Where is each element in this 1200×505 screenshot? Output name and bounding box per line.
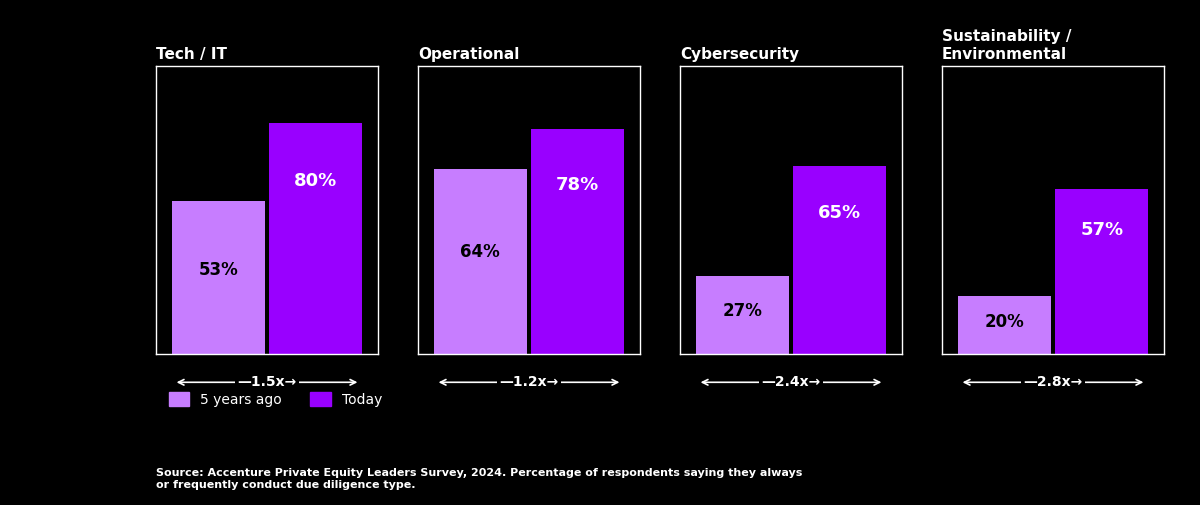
Text: 64%: 64% bbox=[461, 243, 500, 261]
Bar bbox=[269, 123, 362, 354]
Bar bbox=[1055, 189, 1148, 354]
Text: Cybersecurity: Cybersecurity bbox=[680, 46, 799, 62]
Text: Sustainability /
Environmental: Sustainability / Environmental bbox=[942, 29, 1072, 62]
Bar bbox=[433, 169, 527, 354]
Text: 27%: 27% bbox=[722, 302, 762, 320]
Text: Operational: Operational bbox=[418, 46, 520, 62]
Text: —1.2x→: —1.2x→ bbox=[499, 375, 559, 389]
Bar bbox=[793, 167, 887, 354]
Bar bbox=[172, 201, 265, 354]
Bar bbox=[532, 129, 624, 354]
Text: 57%: 57% bbox=[1080, 222, 1123, 239]
Text: 80%: 80% bbox=[294, 172, 337, 190]
Text: Tech / IT: Tech / IT bbox=[156, 46, 227, 62]
Text: 20%: 20% bbox=[984, 313, 1024, 331]
Text: —2.4x→: —2.4x→ bbox=[761, 375, 821, 389]
Text: Source: Accenture Private Equity Leaders Survey, 2024. Percentage of respondents: Source: Accenture Private Equity Leaders… bbox=[156, 468, 803, 490]
Text: 53%: 53% bbox=[198, 261, 238, 279]
Legend: 5 years ago, Today: 5 years ago, Today bbox=[163, 386, 388, 412]
Text: 78%: 78% bbox=[557, 176, 600, 194]
Text: —2.8x→: —2.8x→ bbox=[1024, 375, 1082, 389]
Bar bbox=[958, 296, 1051, 354]
Bar bbox=[696, 276, 788, 354]
Text: —1.5x→: —1.5x→ bbox=[238, 375, 296, 389]
Text: 65%: 65% bbox=[818, 204, 862, 222]
